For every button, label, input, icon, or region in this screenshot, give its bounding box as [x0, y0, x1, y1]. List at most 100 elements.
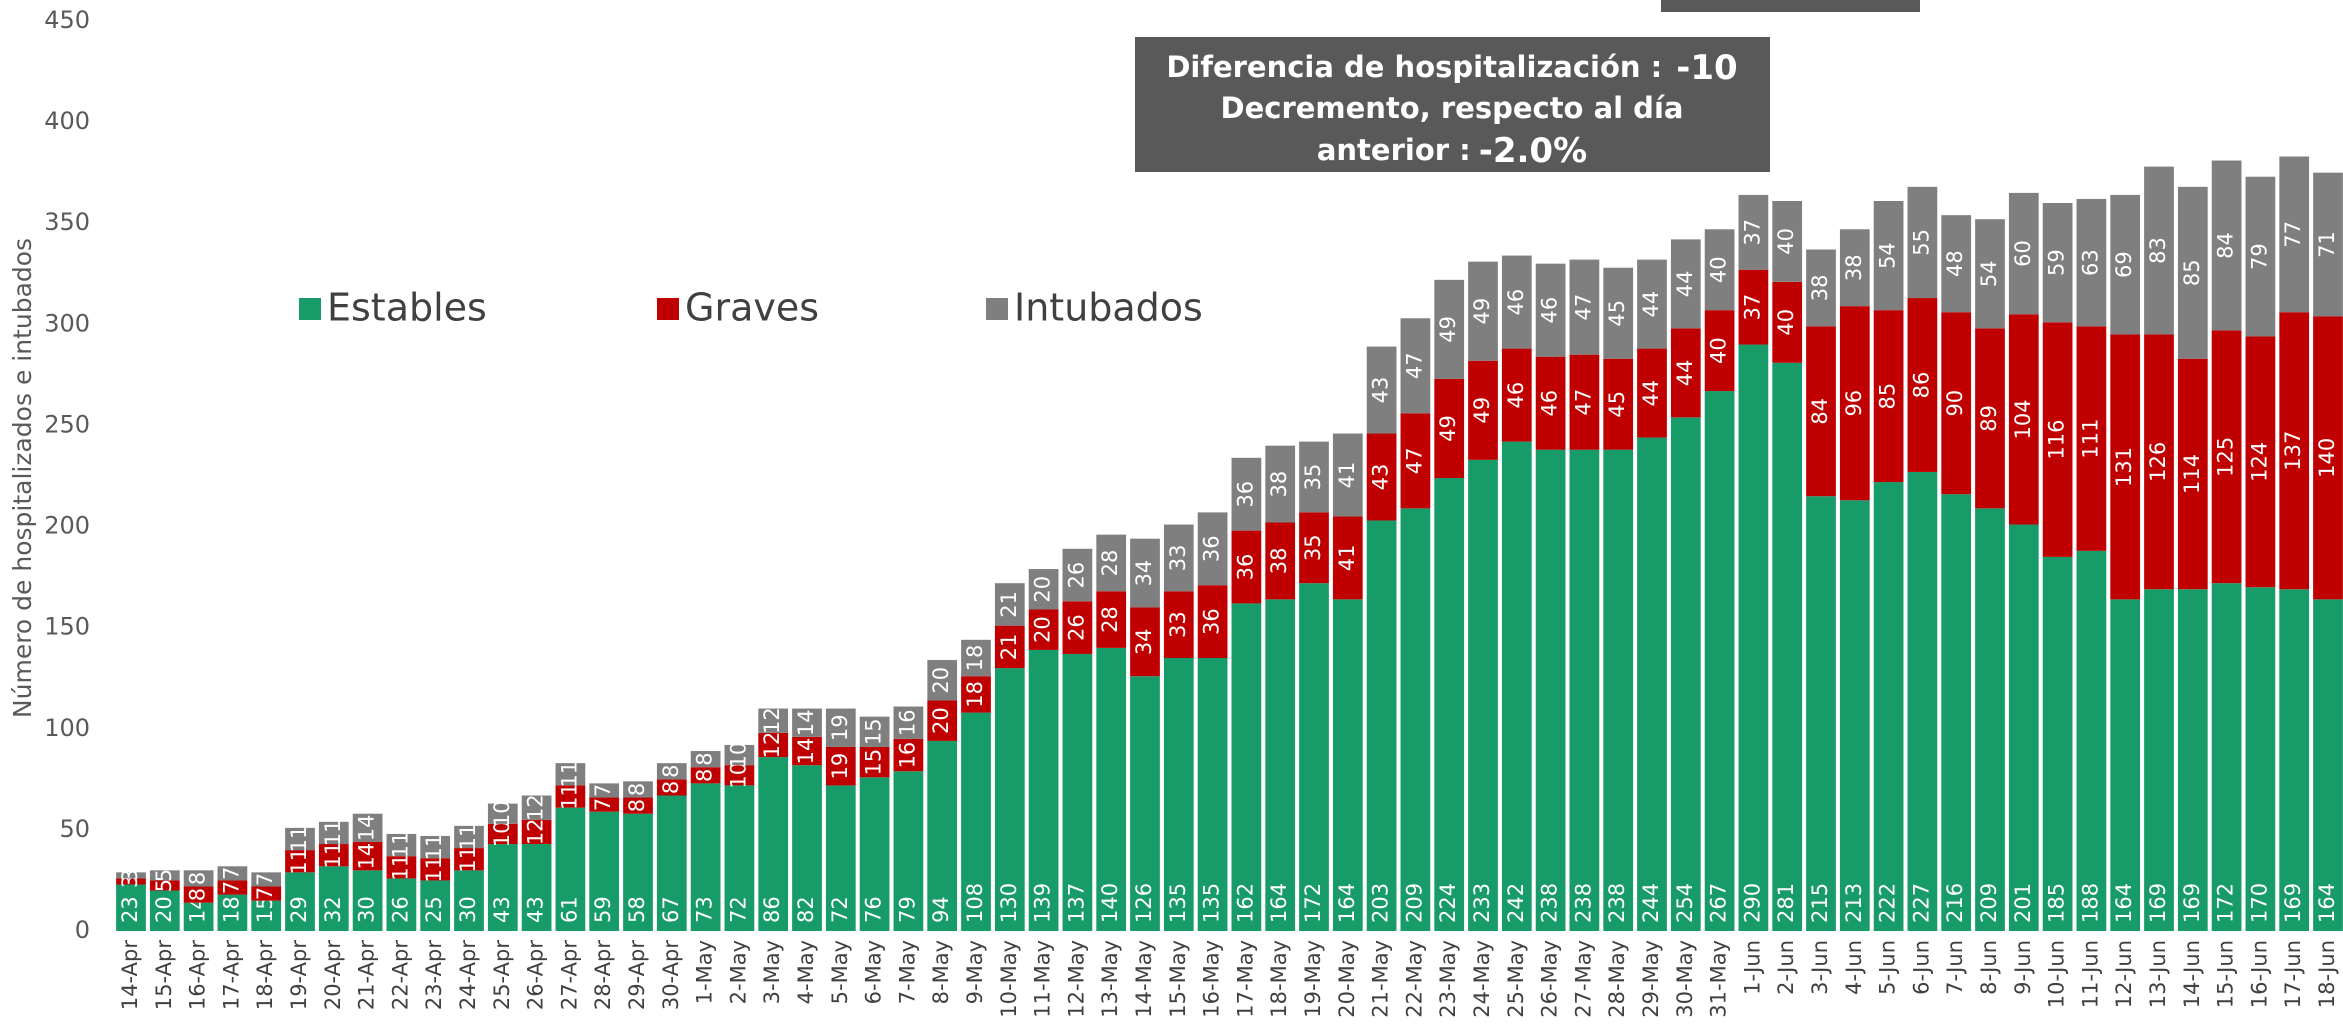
- bar-segment: [825, 746, 856, 786]
- data-label: 43: [490, 896, 514, 923]
- data-label: 77: [2281, 221, 2305, 248]
- x-tick-label: 20-Apr: [321, 940, 345, 1011]
- data-label: 238: [1571, 883, 1595, 923]
- bar-segment: [1907, 298, 1938, 472]
- x-tick-label: 17-Apr: [219, 940, 243, 1011]
- bar-segment: [1366, 346, 1397, 434]
- bar-segment: [420, 880, 451, 931]
- data-label: 83: [2146, 237, 2170, 264]
- data-label: 10: [490, 800, 514, 827]
- x-tick-label: 29-Apr: [625, 940, 649, 1011]
- data-label: 169: [2281, 883, 2305, 923]
- y-tick-label: 100: [44, 714, 90, 742]
- bar-segment: [893, 738, 924, 772]
- data-label: 44: [1639, 380, 1663, 407]
- bar-segment: [352, 813, 383, 843]
- x-tick-label: 14-Apr: [118, 940, 142, 1011]
- data-label: 254: [1673, 883, 1697, 923]
- bar-segment: [2042, 322, 2073, 557]
- x-tick-label: 17-Jun: [2281, 940, 2305, 1008]
- x-tick-label: 13-Jun: [2146, 940, 2170, 1008]
- bar-segment: [2211, 583, 2242, 931]
- bar-segment: [420, 858, 451, 881]
- y-tick-label: 300: [44, 309, 90, 337]
- data-label: 139: [1031, 883, 1055, 923]
- x-tick-label: 2-Jun: [1774, 940, 1798, 995]
- bar-segment: [2245, 587, 2276, 931]
- data-label: 79: [2247, 243, 2271, 270]
- bar-segment: [1873, 482, 1904, 931]
- x-tick-label: 28-Apr: [591, 940, 615, 1011]
- bar-segment: [217, 880, 248, 895]
- x-tick-label: 3-Jun: [1808, 940, 1832, 995]
- bar-segment: [1468, 360, 1498, 460]
- bar-segment: [1231, 603, 1262, 931]
- bar-segment: [1366, 433, 1397, 521]
- bar-segment: [487, 844, 518, 931]
- bar-segment: [555, 763, 586, 786]
- data-label: 54: [1977, 260, 2001, 287]
- bar-segment: [1501, 441, 1532, 931]
- bar-segment: [2110, 334, 2141, 600]
- top-box: [1661, 0, 1920, 12]
- bar-segment: [454, 825, 484, 849]
- bar-segment: [2313, 172, 2343, 317]
- data-label: 170: [2247, 883, 2271, 923]
- bar-segment: [1535, 356, 1566, 450]
- bar-segment: [1197, 585, 1228, 658]
- data-label: 35: [1301, 464, 1325, 491]
- data-label: 164: [1335, 883, 1359, 923]
- bar-segment: [1265, 522, 1296, 600]
- data-label: 111: [2078, 419, 2102, 459]
- bar-segment: [2008, 524, 2039, 931]
- data-label: 209: [1402, 883, 1426, 923]
- y-tick-label: 50: [59, 815, 90, 843]
- data-label: 28: [1098, 606, 1122, 633]
- data-label: 72: [828, 896, 852, 923]
- bar-segment: [1975, 219, 2005, 329]
- bar-segment: [792, 708, 822, 737]
- data-label: 12: [760, 707, 784, 734]
- x-tick-label: 16-May: [1200, 940, 1224, 1018]
- data-label: 82: [794, 896, 818, 923]
- bar-segment: [758, 732, 789, 758]
- data-label: 8: [186, 872, 210, 885]
- bar-segment: [2279, 589, 2310, 931]
- data-label: 30: [355, 896, 379, 923]
- data-label: 20: [152, 896, 176, 923]
- bar-segment: [1163, 591, 1194, 658]
- bar-segment: [251, 872, 282, 887]
- x-tick-label: 11-May: [1031, 940, 1055, 1018]
- data-label: 185: [2045, 883, 2069, 923]
- data-label: 41: [1335, 545, 1359, 572]
- bar-segment: [1332, 433, 1363, 517]
- bar-segment: [555, 785, 586, 808]
- bar-segment: [1569, 259, 1600, 355]
- x-tick-label: 21-Apr: [355, 940, 379, 1011]
- bar-segment: [656, 779, 687, 796]
- data-label: 84: [1808, 398, 1832, 425]
- annotation-text: Decremento, respecto al día: [1221, 91, 1684, 125]
- data-label: 23: [118, 896, 142, 923]
- data-label: 46: [1504, 289, 1528, 316]
- x-tick-label: 21-May: [1369, 940, 1393, 1018]
- data-label: 47: [1402, 352, 1426, 379]
- bar-segment: [2177, 589, 2208, 931]
- data-label: 233: [1470, 883, 1494, 923]
- x-tick-label: 10-Jun: [2045, 940, 2069, 1008]
- bar-segment: [2211, 160, 2242, 331]
- data-label: 12: [524, 819, 548, 846]
- data-label: 164: [1267, 883, 1291, 923]
- x-tick-label: 15-Apr: [152, 940, 176, 1011]
- bar-segment: [1366, 520, 1397, 931]
- bar-segment: [1299, 583, 1329, 931]
- data-label: 36: [1200, 535, 1224, 562]
- bar-segment: [2245, 176, 2276, 337]
- data-label: 15: [862, 749, 886, 776]
- bar-segment: [589, 783, 620, 798]
- bar-segment: [149, 870, 180, 881]
- bar-segment: [2042, 556, 2073, 931]
- y-tick-label: 350: [44, 208, 90, 236]
- y-tick-label: 200: [44, 512, 90, 540]
- bar-segment: [927, 740, 958, 931]
